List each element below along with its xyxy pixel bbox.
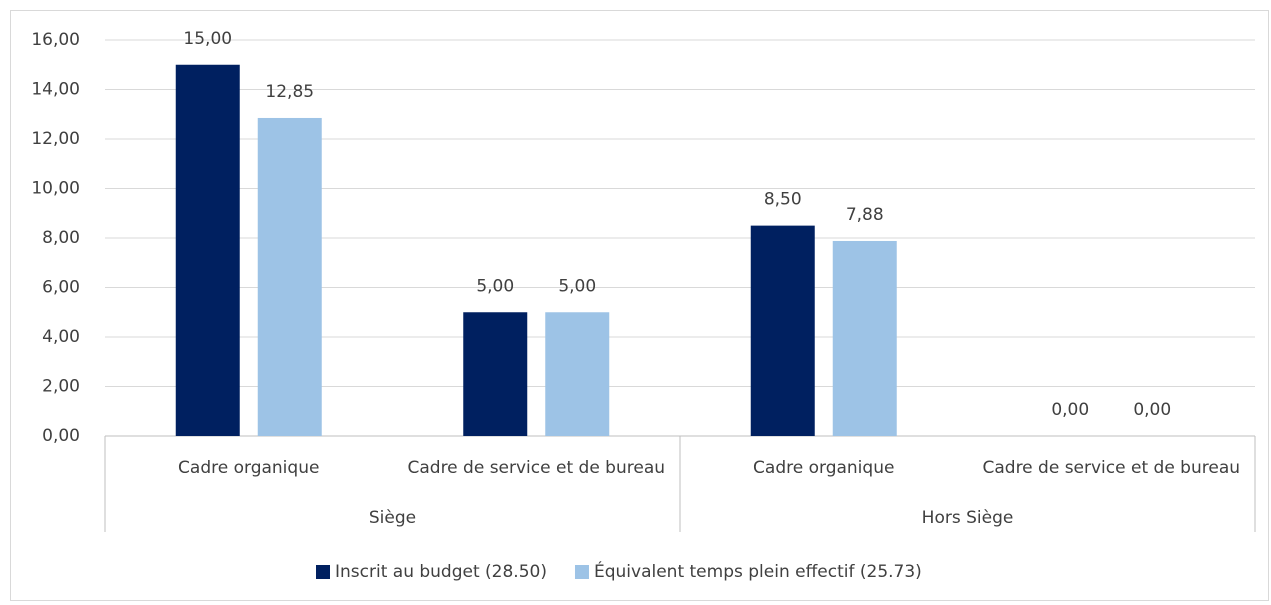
data-label: 15,00 bbox=[183, 29, 232, 49]
bar bbox=[750, 225, 815, 436]
data-label: 0,00 bbox=[1133, 400, 1171, 420]
legend-label: Équivalent temps plein effectif (25.73) bbox=[594, 560, 922, 582]
x-tick-label: Cadre organique bbox=[753, 458, 894, 478]
data-label: 7,88 bbox=[846, 205, 884, 225]
x-tick-label: Cadre de service et de bureau bbox=[982, 458, 1240, 478]
bar bbox=[545, 312, 610, 436]
bar bbox=[175, 64, 240, 436]
x-tick-label: Cadre organique bbox=[178, 458, 319, 478]
bar bbox=[832, 240, 897, 436]
legend-swatch bbox=[316, 565, 330, 579]
legend-swatch bbox=[574, 565, 589, 579]
y-tick-label: 8,00 bbox=[42, 228, 80, 248]
y-tick-label: 4,00 bbox=[42, 327, 80, 347]
group-label: Hors Siège bbox=[922, 508, 1014, 528]
bar bbox=[463, 312, 528, 436]
data-label: 5,00 bbox=[476, 276, 514, 296]
data-label: 5,00 bbox=[558, 276, 596, 296]
x-tick-label: Cadre de service et de bureau bbox=[407, 458, 665, 478]
y-tick-label: 12,00 bbox=[31, 129, 80, 149]
data-label: 12,85 bbox=[265, 82, 314, 102]
data-label: 8,50 bbox=[764, 190, 802, 210]
legend-label: Inscrit au budget (28.50) bbox=[335, 562, 547, 582]
y-tick-label: 10,00 bbox=[31, 179, 80, 199]
data-label: 0,00 bbox=[1051, 400, 1089, 420]
y-tick-label: 16,00 bbox=[31, 30, 80, 50]
group-label: Siège bbox=[369, 508, 416, 528]
y-tick-label: 0,00 bbox=[42, 426, 80, 446]
y-tick-label: 14,00 bbox=[31, 80, 80, 100]
y-tick-label: 2,00 bbox=[42, 377, 80, 397]
y-tick-label: 6,00 bbox=[42, 278, 80, 298]
bar bbox=[257, 117, 322, 437]
